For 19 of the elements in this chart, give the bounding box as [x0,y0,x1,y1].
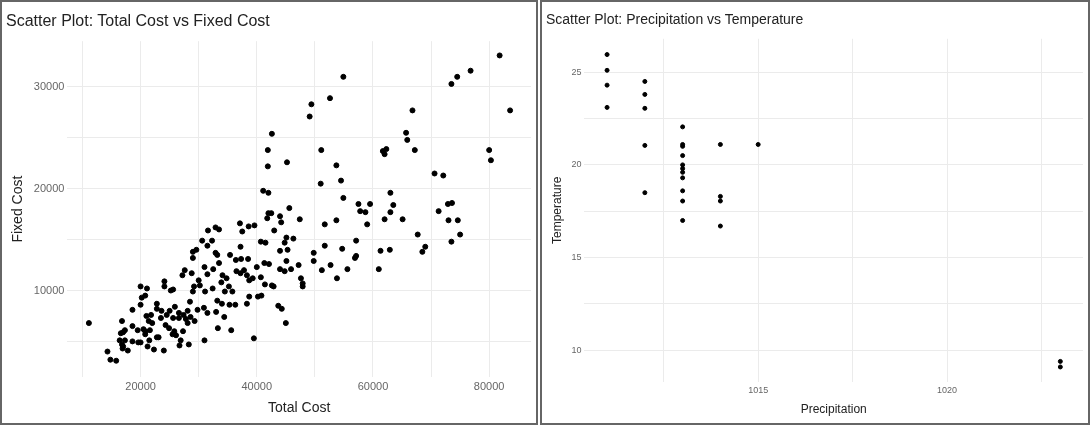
x-tick-label: 80000 [473,379,505,392]
y-tick-label: 15 [571,252,582,263]
chart-title: Scatter Plot: Total Cost vs Fixed Cost [6,12,271,30]
y-tick-label: 30000 [33,80,65,93]
y-tick-label: 10000 [33,283,65,296]
x-tick-label: 1015 [748,384,769,395]
x-axis-title: Precipitation [800,402,867,417]
y-tick-label: 10 [571,344,582,355]
x-tick-label: 1020 [937,384,958,395]
y-axis-title: Temperature [549,176,564,244]
y-tick-label: 25 [571,66,582,77]
x-tick-label: 60000 [357,379,389,392]
y-axis-title: Fixed Cost [9,175,26,243]
chart-title: Scatter Plot: Precipitation vs Temperature [546,11,804,28]
x-tick-label: 20000 [125,379,156,392]
y-tick-label: 20 [571,159,582,170]
x-tick-label: 40000 [241,379,273,392]
y-tick-label: 20000 [33,181,65,194]
x-axis-title: Total Cost [268,399,331,416]
